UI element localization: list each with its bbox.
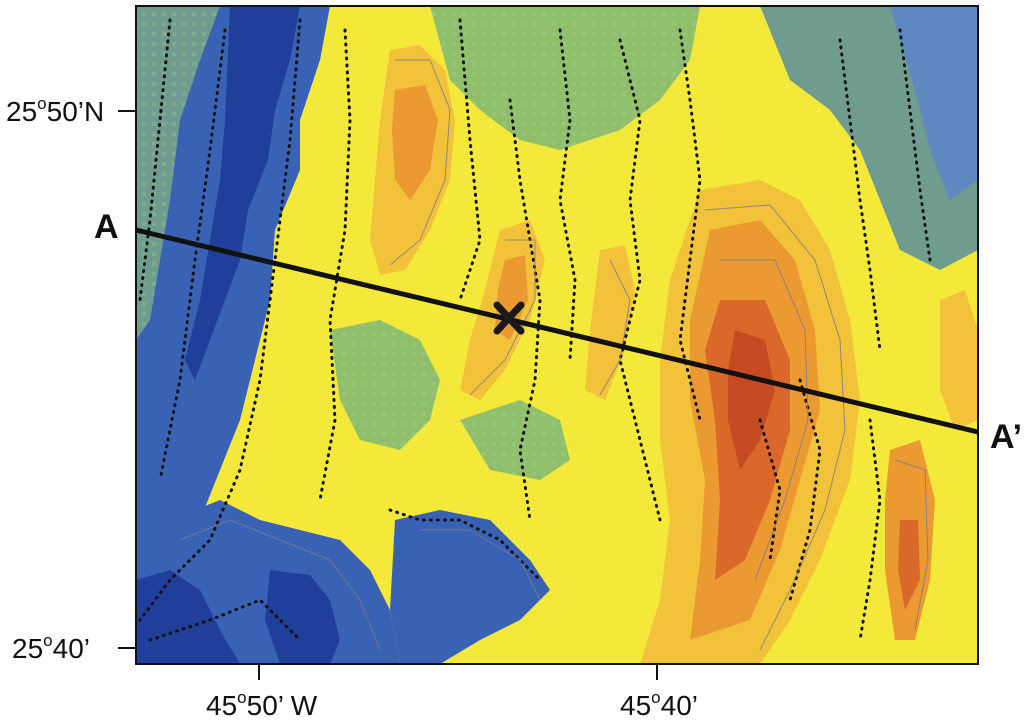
map-area	[136, 6, 978, 664]
contour-dotted	[138, 18, 932, 642]
ridge-east-peak	[728, 330, 775, 470]
ridge-southeast-core	[898, 520, 920, 610]
map-frame	[135, 5, 979, 665]
ridge-east-far	[940, 290, 978, 430]
blue-northeast	[890, 6, 978, 200]
section-label-end: A’	[990, 418, 1022, 456]
y-tick-label-bottom: 25o40’	[12, 631, 90, 664]
section-line	[135, 227, 979, 435]
deep-core-west	[185, 6, 300, 380]
deep-core-south-2	[265, 570, 340, 664]
x-tick-label-right: 45o40’	[620, 688, 698, 721]
ridge-north-core	[392, 85, 438, 200]
mid-basin-south	[390, 510, 550, 664]
contour-fine	[179, 59, 929, 651]
ridge-east-2	[585, 245, 635, 400]
tick-marks	[118, 110, 658, 680]
deep-basin-west	[136, 6, 330, 610]
y-tick-label-top: 25o50’N	[6, 94, 104, 127]
deep-core-south	[136, 570, 240, 664]
x-tick-label-left: 45o50’ W	[206, 688, 318, 721]
cross-marker-icon	[493, 301, 525, 335]
section-label-start: A	[94, 208, 119, 246]
